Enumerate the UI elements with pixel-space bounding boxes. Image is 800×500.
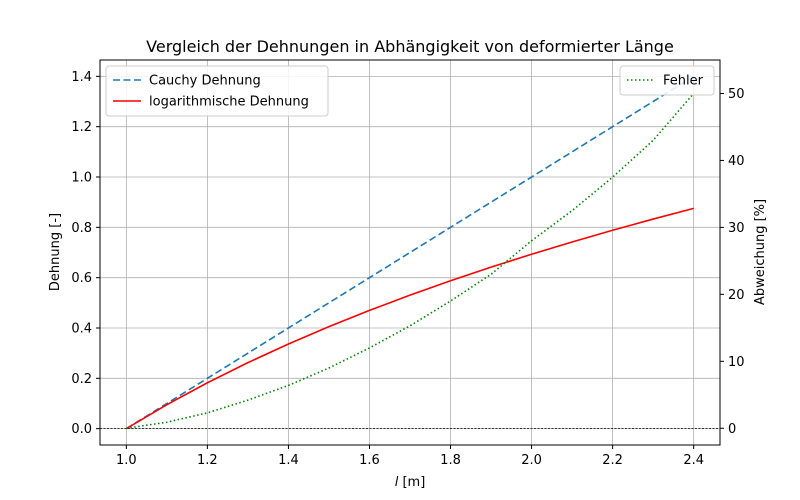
legend-label: Fehler: [663, 74, 704, 89]
chart-title: Vergleich der Dehnungen in Abhängigkeit …: [146, 37, 674, 56]
y-right-tick-label: 50: [728, 87, 745, 102]
legend-label: logarithmische Dehnung: [149, 95, 309, 110]
x-tick-label: 2.0: [521, 453, 542, 468]
legend-right: Fehler: [619, 65, 715, 96]
x-tick-label: 1.4: [278, 453, 299, 468]
x-axis-label-symbol: l: [395, 475, 399, 490]
y-right-axis-label: Abweichung [%]: [753, 199, 768, 305]
legend-label: Cauchy Dehnung: [149, 74, 261, 89]
y-left-tick-label: 0.4: [71, 321, 92, 336]
y-right-tick-label: 40: [728, 154, 745, 169]
series-line-fehler: [126, 92, 695, 430]
x-tick-label: 2.2: [602, 453, 623, 468]
y-left-tick-label: 0.8: [71, 221, 92, 236]
y-right-tick-label: 10: [728, 355, 745, 370]
y-left-tick-label: 1.2: [71, 120, 92, 135]
plot-frame: [99, 59, 721, 446]
y-right-tick-label: 0: [728, 422, 736, 437]
y-left-tick-label: 0.2: [71, 372, 92, 387]
series-line-cauchy-dehnung: [125, 75, 695, 430]
series-group: [125, 75, 695, 430]
x-tick-label: 2.4: [683, 453, 704, 468]
y-right-tick-label: 20: [728, 288, 745, 303]
legend-box: [105, 65, 329, 117]
y-left-tick-label: 0.6: [71, 271, 92, 286]
y-left-tick-label: 0.0: [71, 422, 92, 437]
y-right-axis-ticks: 0 10 20 30 40 50: [720, 87, 745, 437]
y-left-axis-label: Dehnung [-]: [48, 213, 63, 291]
x-tick-label: 1.0: [116, 453, 137, 468]
y-left-tick-label: 1.4: [71, 70, 92, 85]
x-axis-label: l [m]: [395, 475, 426, 490]
y-right-tick-label: 30: [728, 221, 745, 236]
x-axis-ticks: 1.0 1.2 1.4 1.6 1.8 2.0 2.2 2.4: [116, 445, 704, 468]
legend-box: [619, 65, 715, 96]
x-tick-label: 1.8: [440, 453, 461, 468]
x-tick-label: 1.2: [197, 453, 218, 468]
y-left-axis-ticks: 0.0 0.2 0.4 0.6 0.8 1.0 1.2 1.4: [71, 70, 100, 437]
y-left-tick-label: 1.0: [71, 171, 92, 186]
x-tick-label: 1.6: [359, 453, 380, 468]
legend-left: Cauchy Dehnung logarithmische Dehnung: [105, 65, 329, 117]
series-line-logarithmische-dehnung: [125, 207, 694, 430]
x-axis-label-unit: [m]: [398, 475, 425, 490]
